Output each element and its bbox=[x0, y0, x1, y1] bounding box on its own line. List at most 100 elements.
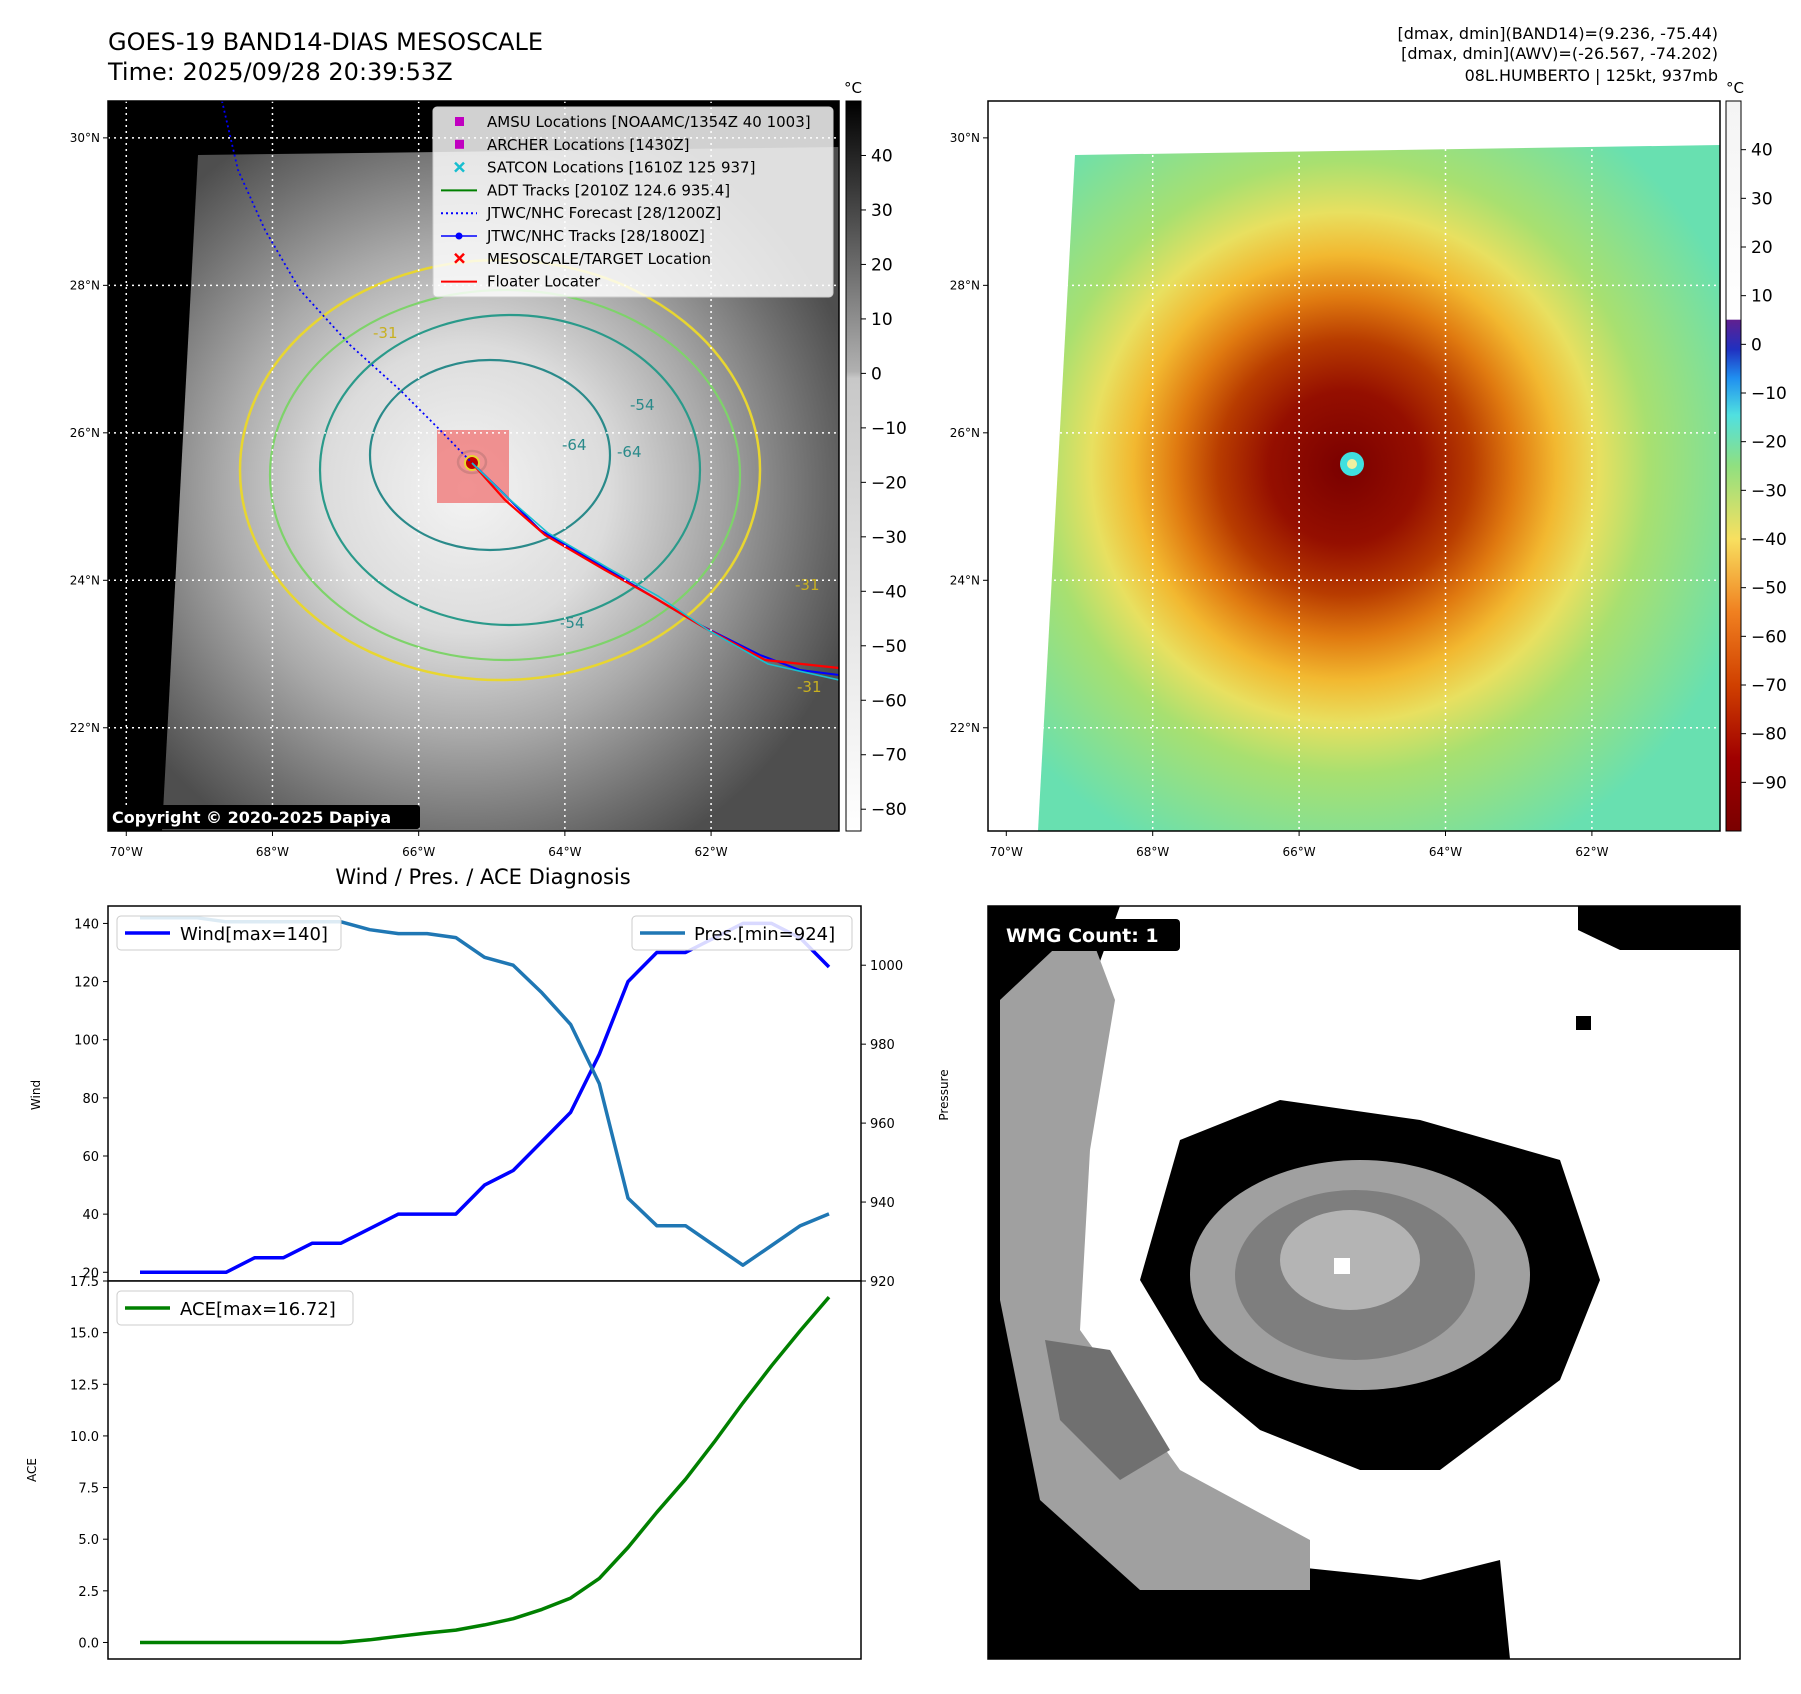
legend-label: SATCON Locations [1610Z 125 937] bbox=[487, 159, 755, 177]
lon-tick-label: 68°W bbox=[256, 845, 289, 859]
wind-legend-label: Wind[max=140] bbox=[180, 924, 328, 945]
map-gridlines-right bbox=[988, 101, 1720, 831]
pressure-ylabel: Pressure bbox=[937, 1069, 951, 1120]
colorbar-tick-label: 30 bbox=[1751, 189, 1773, 209]
colorbar-left-bar bbox=[845, 100, 862, 832]
colorbar-left-unit: °C bbox=[844, 79, 862, 97]
wmg-corner-patch bbox=[1578, 906, 1740, 950]
colorbar-tick-label: 0 bbox=[1751, 335, 1762, 355]
contour-label: -64 bbox=[617, 443, 642, 461]
stats-line2: [dmax, dmin](AWV)=(-26.567, -74.202) bbox=[1401, 44, 1718, 63]
wind-chart-frame bbox=[107, 905, 862, 1282]
ace-ytick-label: 12.5 bbox=[70, 1378, 99, 1393]
contour-label: -31 bbox=[797, 678, 822, 696]
storm-info: 08L.HUMBERTO | 125kt, 937mb bbox=[1465, 66, 1718, 85]
colorbar-tick-label: 10 bbox=[1751, 287, 1773, 307]
lat-tick-label: 22°N bbox=[950, 721, 980, 735]
legend-square-marker bbox=[455, 117, 464, 126]
wmg-dark-patch bbox=[1045, 1340, 1170, 1480]
ace-legend-frame bbox=[116, 1290, 354, 1326]
lon-tick-label: 68°W bbox=[1136, 845, 1169, 859]
diagnosis-title: Wind / Pres. / ACE Diagnosis bbox=[335, 865, 630, 889]
awv-map-frame bbox=[987, 100, 1721, 832]
legend-square-marker bbox=[455, 139, 464, 149]
lon-tick-label: 64°W bbox=[548, 845, 581, 859]
colorbar-left: °C 40 30 20 10 0 −10 −20 −30 −40 −50 −60 −70 −80 bbox=[844, 79, 907, 832]
lat-tick-label: 22°N bbox=[70, 721, 100, 735]
contour-label: -54 bbox=[630, 396, 655, 414]
colorbar-tick-label: −30 bbox=[1751, 481, 1787, 501]
colorbar-tick-label: −60 bbox=[871, 691, 907, 711]
contour-teal-inner bbox=[368, 358, 612, 552]
colorbar-right-unit: °C bbox=[1726, 79, 1744, 97]
colorbar-tick-label: −70 bbox=[1751, 676, 1787, 696]
ace-ytick-label: 0.0 bbox=[78, 1636, 99, 1651]
wmg-frame bbox=[987, 905, 1741, 1660]
wind-ytick-label: 120 bbox=[74, 976, 99, 991]
ir-map-panel: -31 -54 -64 -64 -54 -31 -31 AMSU Locations [NO… bbox=[70, 100, 840, 859]
colorbar-tick-label: −30 bbox=[871, 528, 907, 548]
colorbar-tick-label: 40 bbox=[1751, 141, 1773, 161]
colorbar-tick-label: −90 bbox=[1751, 773, 1787, 793]
lat-tick-label: 24°N bbox=[950, 573, 980, 587]
wind-ytick-label: 40 bbox=[82, 1208, 99, 1223]
ace-ytick-label: 2.5 bbox=[78, 1585, 99, 1600]
lon-tick-label: 66°W bbox=[402, 845, 435, 859]
ir-map-frame bbox=[107, 100, 840, 832]
ace-series-line bbox=[140, 1295, 831, 1645]
colorbar-tick-label: 30 bbox=[871, 201, 893, 221]
legend-frame bbox=[432, 106, 834, 298]
legend-item: AMSU Locations [NOAAMC/1354Z 40 1003] bbox=[455, 113, 811, 131]
legend-item: MESOSCALE/TARGET Location bbox=[454, 250, 711, 268]
legend-label: ADT Tracks [2010Z 124.6 935.4] bbox=[487, 181, 730, 199]
wind-legend: Wind[max=140] bbox=[116, 915, 342, 951]
legend-dot-marker bbox=[455, 232, 463, 240]
title-line1: GOES-19 BAND14-DIAS MESOSCALE bbox=[108, 28, 543, 56]
floater-track bbox=[471, 462, 839, 670]
lat-tick-label: 26°N bbox=[950, 426, 980, 440]
colorbar-tick-label: 0 bbox=[871, 364, 882, 384]
pressure-legend-frame bbox=[631, 915, 853, 951]
ace-ytick-label: 7.5 bbox=[78, 1482, 99, 1497]
legend-label: Floater Locater bbox=[487, 273, 601, 291]
ace-ytick-label: 17.5 bbox=[70, 1275, 99, 1290]
pressure-ytick-label: 980 bbox=[870, 1038, 895, 1053]
colorbar-tick-label: −50 bbox=[1751, 579, 1787, 599]
copyright-text: Copyright © 2020-2025 Dapiya bbox=[112, 808, 391, 827]
wind-pressure-chart: 20 40 60 80 100 120 140 920 940 960 980 1000 Wind Pre… bbox=[29, 905, 951, 1290]
colorbar-tick-label: 10 bbox=[871, 310, 893, 330]
lat-tick-label: 24°N bbox=[70, 573, 100, 587]
pressure-ytick-label: 1000 bbox=[870, 959, 903, 974]
contour-labels: -31 -54 -64 -64 -54 -31 -31 bbox=[373, 324, 822, 696]
lat-tick-label: 26°N bbox=[70, 426, 100, 440]
colorbar-right-bar bbox=[1725, 100, 1742, 832]
lat-tick-label: 28°N bbox=[70, 278, 100, 292]
legend-item: ADT Tracks [2010Z 124.6 935.4] bbox=[441, 181, 730, 199]
contour-label: -54 bbox=[560, 614, 585, 632]
contour-label: -31 bbox=[795, 576, 820, 594]
wind-ytick-label: 20 bbox=[82, 1266, 99, 1281]
wind-legend-frame bbox=[116, 915, 342, 951]
ace-legend: ACE[max=16.72] bbox=[116, 1290, 354, 1326]
copyright-box bbox=[108, 805, 420, 829]
lat-tick-label: 30°N bbox=[950, 131, 980, 145]
lon-tick-label: 64°W bbox=[1429, 845, 1462, 859]
awv-eye-core bbox=[1347, 459, 1357, 469]
lat-tick-label: 28°N bbox=[950, 278, 980, 292]
legend-box: AMSU Locations [NOAAMC/1354Z 40 1003] ARC… bbox=[432, 106, 834, 298]
wind-ytick-label: 80 bbox=[82, 1092, 99, 1107]
lon-tick-label: 66°W bbox=[1283, 845, 1316, 859]
colorbar-tick-label: 20 bbox=[1751, 238, 1773, 258]
lat-tick-label: 30°N bbox=[70, 131, 100, 145]
colorbar-tick-label: −80 bbox=[871, 800, 907, 820]
legend-item: JTWC/NHC Tracks [28/1800Z] bbox=[441, 227, 705, 245]
colorbar-tick-label: −40 bbox=[871, 582, 907, 602]
colorbar-tick-label: 40 bbox=[871, 146, 893, 166]
colorbar-tick-label: −20 bbox=[1751, 433, 1787, 453]
colorbar-tick-label: −10 bbox=[1751, 384, 1787, 404]
ace-ytick-label: 15.0 bbox=[70, 1327, 99, 1342]
colorbar-tick-label: −20 bbox=[871, 473, 907, 493]
colorbar-tick-label: −60 bbox=[1751, 627, 1787, 647]
pressure-ytick-label: 920 bbox=[870, 1275, 895, 1290]
